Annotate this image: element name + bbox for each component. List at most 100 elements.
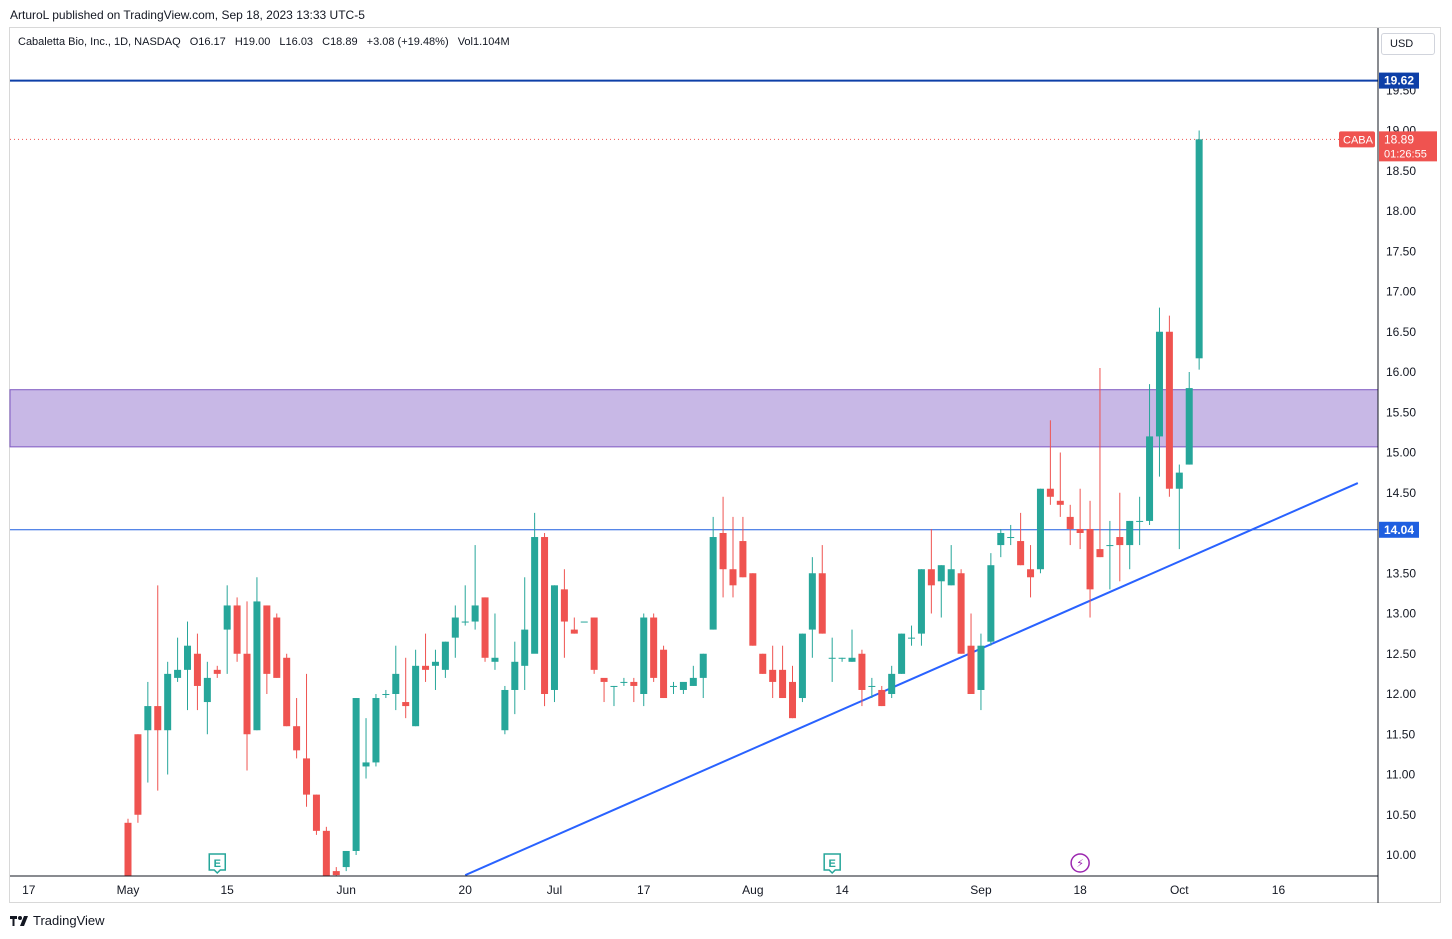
candle-body <box>590 617 598 670</box>
candle-body <box>471 605 479 622</box>
y-tick-label: 13.00 <box>1386 607 1416 621</box>
candle <box>679 681 687 694</box>
candle <box>828 637 836 682</box>
candle <box>293 698 301 759</box>
legend-close: C18.89 <box>322 36 358 48</box>
earnings-icon <box>208 853 227 875</box>
candle-body <box>689 677 697 686</box>
candle <box>987 553 995 646</box>
candle <box>699 653 707 699</box>
y-tick-label: 13.50 <box>1386 566 1416 580</box>
candle-body <box>1185 388 1193 465</box>
symbol-legend: Cabaletta Bio, Inc., 1D, NASDAQ O16.17 H… <box>18 36 516 48</box>
candle <box>392 645 400 711</box>
legend-change: +3.08 (+19.48%) <box>366 36 449 48</box>
candle <box>570 617 578 634</box>
ascending-trendline <box>464 482 1359 876</box>
candle <box>174 637 182 682</box>
candle-body <box>898 633 906 674</box>
candle-body <box>917 569 925 634</box>
candle-body <box>1106 545 1114 547</box>
candle <box>1136 496 1144 546</box>
y-tick-label: 18.50 <box>1386 164 1416 178</box>
candle <box>491 613 499 670</box>
level-tag-bg <box>1379 521 1419 538</box>
candle-body <box>184 645 192 670</box>
y-tick-label: 11.50 <box>1386 727 1415 741</box>
candle <box>213 665 221 678</box>
candle-body <box>441 641 449 670</box>
candle-body <box>1116 537 1124 546</box>
candle <box>441 641 449 678</box>
candle <box>868 677 876 699</box>
candle <box>550 585 558 703</box>
candle-body <box>531 537 539 654</box>
axes-group: 10.00 10.50 11.00 11.50 12.00 12.50 13.00 13.50… <box>10 28 1437 903</box>
candle-body <box>650 617 658 678</box>
candle-body <box>481 597 489 658</box>
trendline-group <box>464 482 1359 876</box>
candle-body <box>233 605 241 654</box>
candle <box>1116 492 1124 582</box>
currency-button[interactable]: USD <box>1381 33 1435 55</box>
candle-body <box>808 573 816 630</box>
candle <box>154 585 162 791</box>
chart-frame <box>9 27 1441 903</box>
x-tick-label: May <box>117 883 140 897</box>
earnings-label: E <box>214 858 221 870</box>
candle-body <box>858 653 866 690</box>
candle-body <box>382 694 390 695</box>
candle <box>422 633 430 682</box>
candle <box>769 645 777 699</box>
candle <box>660 645 668 699</box>
candle-body <box>1096 549 1104 558</box>
candle-body <box>174 669 182 678</box>
level-tag-19.62: 19.62 <box>1384 74 1414 88</box>
candle-body <box>293 726 301 751</box>
earnings-label: E <box>829 858 836 870</box>
candle-body <box>798 633 806 699</box>
candle-body <box>511 661 519 690</box>
last-price-value: 18.89 <box>1384 132 1414 146</box>
candle-body <box>739 541 747 578</box>
candle <box>223 585 231 674</box>
candle <box>1155 307 1163 477</box>
candle-body <box>927 569 935 586</box>
candle-body <box>1126 520 1134 546</box>
candle <box>1027 545 1035 598</box>
candle <box>937 565 945 618</box>
publisher-caption: ArturoL published on TradingView.com, Se… <box>10 8 365 22</box>
candles-group <box>124 130 1203 876</box>
candle-body <box>144 706 152 731</box>
candle-body <box>660 649 668 699</box>
candle <box>1066 504 1074 546</box>
candle <box>312 794 320 835</box>
candle <box>818 545 826 634</box>
candle <box>263 605 271 694</box>
candle <box>193 633 201 711</box>
candle-body <box>669 685 677 687</box>
candle <box>362 718 370 779</box>
candle <box>689 665 697 686</box>
candle-body <box>838 657 846 659</box>
candle-body <box>789 681 797 719</box>
candle-body <box>164 673 172 731</box>
candle <box>332 867 340 876</box>
y-tick-label: 12.00 <box>1386 687 1416 701</box>
x-tick-label: 16 <box>1272 883 1286 897</box>
candle-body <box>957 573 965 654</box>
candle <box>342 850 350 872</box>
y-tick-label: 16.50 <box>1386 325 1416 339</box>
candle-body <box>580 621 588 623</box>
x-tick-label: 17 <box>22 883 36 897</box>
candle-body <box>679 681 687 690</box>
candle-body <box>223 605 231 630</box>
y-tick-label: 14.50 <box>1386 486 1416 500</box>
candle-body <box>759 653 767 674</box>
candle-body <box>243 653 251 735</box>
candle <box>957 569 965 654</box>
candle <box>947 545 955 586</box>
tradingview-logo-icon <box>10 915 28 926</box>
candle <box>610 685 618 707</box>
